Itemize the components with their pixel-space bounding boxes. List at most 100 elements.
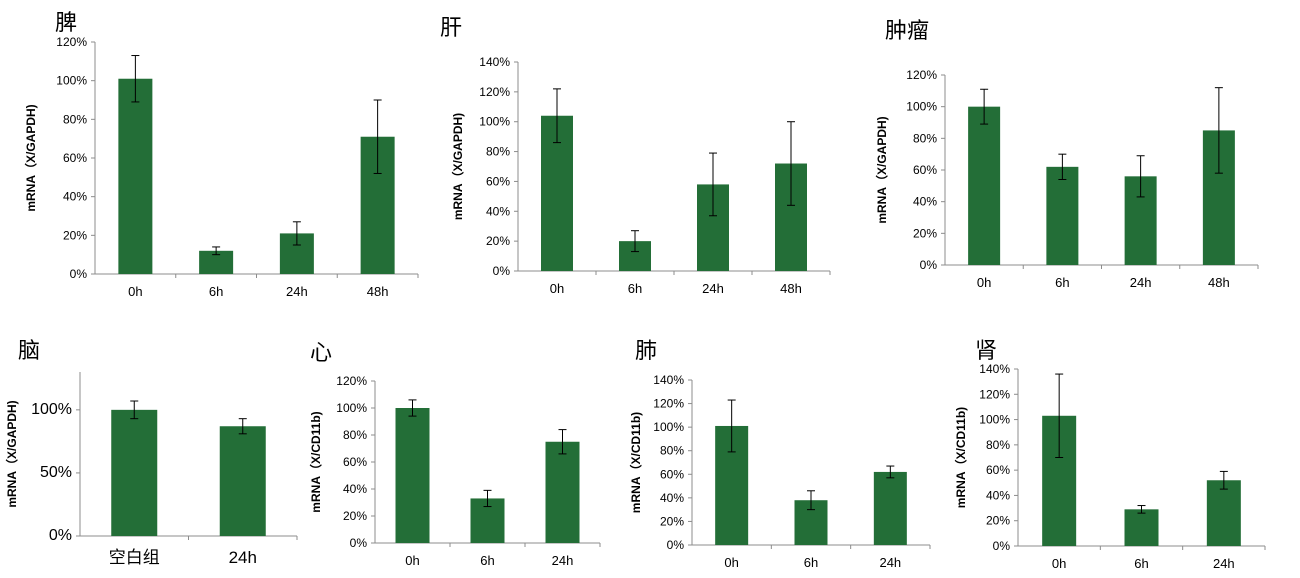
x-tick-label: 24h (1130, 275, 1152, 290)
x-tick-label: 6h (1055, 275, 1069, 290)
y-tick-label: 80% (63, 112, 87, 126)
x-tick-label: 48h (367, 284, 389, 299)
panel-heart: 心 mRNA（X/CD11b) 0% 20% 40% 60% 80% 100% 120% 0h 6h… (308, 341, 601, 568)
x-tick-label: 0h (550, 281, 564, 296)
x-tick-label: 0h (1052, 556, 1066, 571)
y-tick-label: 100% (56, 74, 87, 88)
x-tick-label: 48h (780, 281, 802, 296)
panel-tumor: 肿瘤 mRNA（X/GAPDH) 0% 20% 40% 60% 80% 100% 120% 0h 6… (874, 19, 1259, 290)
x-tick-label: 0h (977, 275, 991, 290)
y-tick-label: 100% (336, 401, 367, 415)
x-tick-label: 24h (879, 555, 901, 570)
panel-title: 心 (310, 341, 332, 366)
y-tick-label: 20% (486, 234, 510, 248)
y-tick-label: 80% (486, 145, 510, 159)
bar-0h (395, 408, 430, 543)
y-tick-label: 20% (660, 514, 684, 528)
y-tick-label: 0% (49, 527, 72, 544)
y-axis-label: mRNA（X/CD11b) (953, 407, 968, 508)
y-tick-label: 60% (343, 455, 367, 469)
panel-title: 脑 (18, 339, 40, 364)
y-axis-label: mRNA（X/GAPDH) (23, 104, 38, 211)
y-axis-label: mRNA（X/CD11b) (628, 412, 643, 513)
y-tick-label: 0% (350, 536, 368, 550)
y-tick-label: 100% (653, 420, 684, 434)
x-tick-label: 24h (1213, 556, 1235, 571)
x-tick-label: 0h (724, 555, 738, 570)
y-tick-label: 80% (913, 131, 937, 145)
y-tick-label: 50% (40, 464, 72, 481)
x-tick-label: 6h (480, 553, 494, 568)
panel-title: 肺 (635, 339, 657, 364)
x-tick-label: 24h (702, 281, 724, 296)
panel-title: 肾 (975, 339, 997, 364)
y-tick-label: 0% (920, 258, 938, 272)
x-tick-label: 6h (804, 555, 818, 570)
y-tick-label: 140% (653, 373, 684, 387)
y-tick-label: 120% (906, 68, 937, 82)
y-tick-label: 80% (986, 438, 1010, 452)
bar-24h (1206, 480, 1241, 546)
y-tick-label: 20% (63, 228, 87, 242)
panel-title: 脾 (55, 11, 77, 36)
x-tick-label: 0h (405, 553, 419, 568)
y-tick-label: 0% (70, 267, 88, 281)
y-tick-label: 40% (913, 195, 937, 209)
y-tick-label: 20% (986, 514, 1010, 528)
x-tick-label: 24h (552, 553, 574, 568)
y-tick-label: 0% (493, 264, 511, 278)
y-tick-label: 100% (479, 115, 510, 129)
y-tick-label: 20% (343, 509, 367, 523)
y-tick-label: 120% (336, 374, 367, 388)
y-tick-label: 100% (906, 100, 937, 114)
y-tick-label: 60% (660, 467, 684, 481)
bar-0h (968, 106, 1001, 266)
bar-0h (118, 78, 153, 274)
bar-空白组 (111, 409, 158, 536)
x-tick-label: 6h (628, 281, 642, 296)
bar-24h (219, 426, 266, 536)
y-tick-label: 120% (979, 387, 1010, 401)
panel-lung: 肺 mRNA（X/CD11b) 0% 20% 40% 60% 80% 100% 120% 140%… (628, 339, 931, 570)
x-tick-label: 6h (209, 284, 223, 299)
y-axis-label: mRNA（X/GAPDH) (450, 113, 465, 220)
y-tick-label: 40% (986, 488, 1010, 502)
y-tick-label: 40% (660, 491, 684, 505)
y-tick-label: 100% (31, 401, 72, 418)
y-tick-label: 80% (343, 428, 367, 442)
x-tick-label: 24h (229, 548, 257, 567)
panel-title: 肝 (440, 16, 462, 41)
y-tick-label: 0% (667, 538, 685, 552)
panel-spleen: 脾 mRNA（X/GAPDH) 0% 20% 40% 60% 80% 100% 120% 0h 6h… (23, 11, 419, 299)
y-tick-label: 140% (479, 55, 510, 69)
panel-liver: 肝 mRNA（X/GAPDH) 0% 20% 40% 60% 80% 100% 120% 140%… (440, 16, 831, 296)
y-axis-label: mRNA（X/GAPDH) (4, 400, 19, 507)
x-tick-label: 空白组 (109, 548, 160, 567)
x-tick-label: 6h (1134, 556, 1148, 571)
y-tick-label: 40% (63, 190, 87, 204)
y-tick-label: 120% (653, 397, 684, 411)
y-tick-label: 60% (986, 463, 1010, 477)
y-axis-label: mRNA（X/GAPDH) (874, 116, 889, 223)
x-tick-label: 0h (128, 284, 142, 299)
y-tick-label: 60% (913, 163, 937, 177)
bar-24h (873, 471, 907, 545)
y-tick-label: 60% (486, 174, 510, 188)
y-axis-label: mRNA（X/CD11b) (308, 411, 323, 512)
y-tick-label: 120% (56, 35, 87, 49)
bar-6h (1124, 509, 1159, 546)
y-tick-label: 40% (343, 482, 367, 496)
y-tick-label: 140% (979, 362, 1010, 376)
panel-kidney: 肾 mRNA（X/CD11b) 0% 20% 40% 60% 80% 100% 120% 140%… (953, 339, 1266, 571)
y-tick-label: 60% (63, 151, 87, 165)
x-tick-label: 48h (1208, 275, 1230, 290)
y-tick-label: 80% (660, 444, 684, 458)
y-tick-label: 100% (979, 413, 1010, 427)
y-tick-label: 40% (486, 204, 510, 218)
bar-6h (199, 250, 234, 274)
bar-6h (1046, 166, 1079, 265)
y-tick-label: 0% (993, 539, 1011, 553)
y-tick-label: 120% (479, 85, 510, 99)
panel-brain: 脑 mRNA（X/GAPDH) 0% 50% 100% 空白组 24h (4, 339, 298, 567)
